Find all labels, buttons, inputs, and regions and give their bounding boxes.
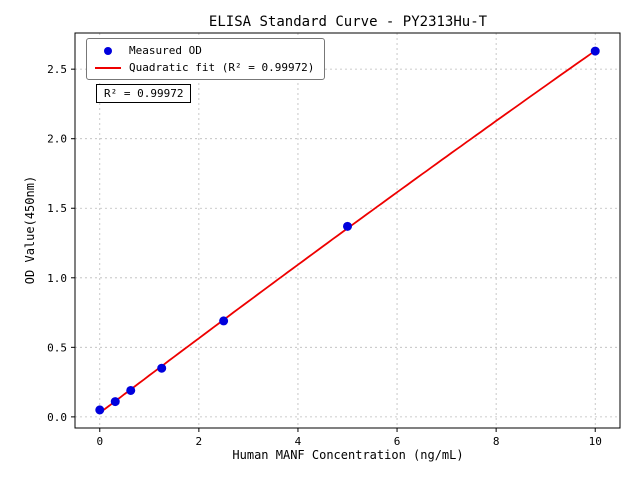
- data-point: [157, 363, 167, 373]
- legend-label: Measured OD: [129, 44, 202, 57]
- y-tick-label: 2.5: [47, 63, 67, 76]
- dot-marker-icon: [104, 46, 112, 55]
- x-tick-label: 0: [96, 435, 103, 448]
- y-tick-label: 0.0: [47, 411, 67, 424]
- legend-label: Quadratic fit (R² = 0.99972): [129, 61, 315, 74]
- r-squared-annotation: R² = 0.99972: [96, 84, 192, 103]
- data-point: [110, 397, 120, 407]
- x-tick-label: 2: [196, 435, 203, 448]
- line-marker-icon: [95, 66, 121, 69]
- y-tick-label: 2.0: [47, 133, 67, 146]
- y-tick-label: 1.5: [47, 202, 67, 215]
- x-tick-label: 8: [493, 435, 500, 448]
- data-point: [590, 46, 600, 56]
- plot-frame: [74, 32, 621, 429]
- legend: Measured OD Quadratic fit (R² = 0.99972): [86, 38, 326, 80]
- legend-item-measured-od: Measured OD: [95, 44, 314, 57]
- x-tick-label: 6: [394, 435, 401, 448]
- quadratic-fit-line: [99, 49, 596, 414]
- data-point: [126, 385, 136, 395]
- x-tick-label: 4: [295, 435, 302, 448]
- y-axis-label: OD Value(450nm): [23, 175, 37, 285]
- data-point: [343, 221, 352, 231]
- y-tick-label: 1.0: [47, 272, 67, 285]
- data-point: [95, 405, 105, 415]
- x-axis-label: Human MANF Concentration (ng/mL): [232, 448, 464, 462]
- legend-item-quadratic-fit: Quadratic fit (R² = 0.99972): [95, 61, 314, 74]
- chart-title: ELISA Standard Curve - PY2313Hu-T: [208, 14, 488, 30]
- data-point: [219, 316, 229, 326]
- x-tick-label: 10: [589, 435, 602, 448]
- y-tick-label: 0.5: [47, 341, 67, 354]
